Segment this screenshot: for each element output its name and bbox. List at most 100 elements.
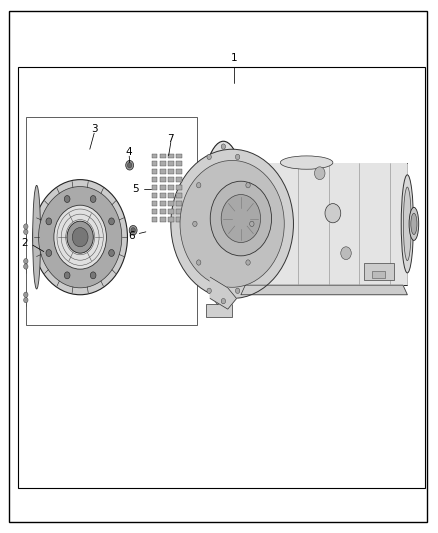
Bar [168,177,174,182]
Circle shape [197,260,201,265]
Circle shape [109,249,114,256]
Bar [152,209,157,214]
Bar [152,193,157,198]
Bar [152,177,157,182]
Circle shape [131,228,135,233]
Bar [160,217,166,222]
Text: 6: 6 [128,231,135,240]
Bar [168,185,174,190]
Bar [168,209,174,214]
Ellipse shape [33,185,41,289]
Bar [176,217,182,222]
Circle shape [67,221,93,253]
Circle shape [171,149,293,298]
Text: 4: 4 [126,147,133,157]
Circle shape [314,167,325,180]
Ellipse shape [280,156,333,169]
Polygon shape [241,285,407,295]
Bar [26,117,197,325]
Bar [176,185,182,190]
Ellipse shape [199,141,247,306]
Circle shape [193,221,197,227]
Circle shape [221,298,226,304]
Circle shape [90,272,96,279]
Bar [168,169,174,174]
Circle shape [341,247,351,260]
Circle shape [24,259,28,264]
Circle shape [39,187,122,288]
Circle shape [24,264,28,269]
Bar [160,177,166,182]
Bar [152,185,157,190]
Circle shape [180,160,284,287]
Circle shape [207,154,211,159]
Circle shape [24,224,28,229]
Bar [152,217,157,222]
Ellipse shape [409,207,419,240]
Bar [176,209,182,214]
Ellipse shape [411,213,417,235]
Bar [152,201,157,206]
Bar [160,169,166,174]
Circle shape [54,205,106,269]
Bar [160,209,166,214]
Bar [241,163,407,285]
Bar [168,217,174,222]
Bar [168,193,174,198]
Circle shape [221,195,261,243]
Bar [160,201,166,206]
Bar [18,67,425,488]
Circle shape [236,154,240,159]
Bar [176,201,182,206]
Circle shape [127,163,132,168]
Bar [152,154,157,158]
Bar [160,193,166,198]
Bar [160,161,166,166]
Circle shape [33,180,127,295]
Bar [176,177,182,182]
Circle shape [246,260,250,265]
Circle shape [129,225,137,235]
Circle shape [46,249,52,256]
Text: 5: 5 [132,184,139,194]
Bar [152,161,157,166]
Bar [364,263,394,280]
Circle shape [24,297,28,303]
Text: 3: 3 [91,124,98,134]
Polygon shape [210,277,237,309]
Ellipse shape [401,175,413,273]
Circle shape [90,196,96,203]
Bar [176,193,182,198]
Circle shape [221,144,226,149]
Bar [176,161,182,166]
Text: 1: 1 [231,53,238,62]
Circle shape [126,160,134,170]
Bar [206,304,232,317]
Ellipse shape [403,187,411,261]
Circle shape [250,221,254,227]
Circle shape [64,272,70,279]
Circle shape [46,218,52,225]
Circle shape [24,229,28,235]
Bar [168,201,174,206]
Bar [176,169,182,174]
Text: 7: 7 [167,134,174,143]
Circle shape [236,288,240,294]
Bar [160,185,166,190]
Circle shape [64,196,70,203]
Bar [168,154,174,158]
Text: 2: 2 [21,238,28,247]
Bar [152,169,157,174]
Bar [176,154,182,158]
Circle shape [210,181,272,256]
Circle shape [197,182,201,188]
Circle shape [325,204,341,223]
Circle shape [207,288,211,294]
Bar [160,154,166,158]
Bar [168,161,174,166]
Circle shape [24,292,28,297]
Circle shape [72,228,88,247]
Circle shape [109,218,114,225]
Circle shape [246,182,250,188]
Bar [372,271,385,278]
